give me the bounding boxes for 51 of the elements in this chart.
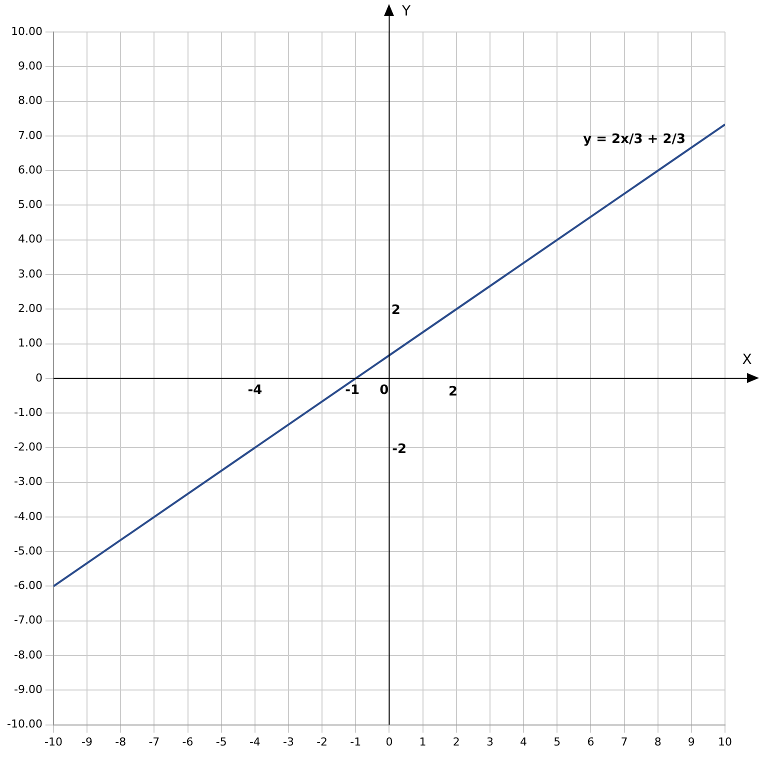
- x-tick-label: 0: [386, 735, 393, 748]
- annotation: y = 2x/3 + 2/3: [583, 132, 686, 147]
- x-tick-label: 8: [654, 735, 662, 748]
- x-tick-label: -2: [316, 735, 328, 748]
- x-axis-title: X: [742, 352, 752, 368]
- x-tick-label: -8: [115, 735, 126, 748]
- y-tick-label: -8.00: [14, 648, 42, 662]
- annotation: 2: [448, 384, 458, 400]
- annotation: 0: [380, 382, 389, 398]
- y-tick-label: 7.00: [18, 128, 42, 142]
- x-tick-label: 6: [587, 735, 594, 748]
- x-tick-label: 5: [554, 735, 561, 748]
- x-tick-label: -7: [148, 735, 160, 748]
- y-tick-label: 3.00: [18, 267, 42, 280]
- x-tick-label: 2: [452, 735, 460, 748]
- annotation: -2: [392, 442, 407, 457]
- x-tick-label: 3: [486, 735, 494, 748]
- y-tick-label: -2.00: [14, 440, 42, 454]
- y-tick-label: 9.00: [18, 60, 42, 72]
- y-tick-label: 1.00: [18, 336, 42, 350]
- x-tick-label: 9: [688, 735, 695, 748]
- y-tick-label: 5.00: [18, 198, 42, 212]
- y-tick-label: -10.00: [6, 718, 42, 731]
- x-tick-label: 4: [520, 735, 528, 748]
- x-tick-label: -1: [350, 735, 362, 748]
- y-tick-label: 4.00: [18, 232, 42, 246]
- x-tick-label: -4: [249, 735, 260, 748]
- y-tick-label: -4.00: [14, 510, 42, 523]
- y-tick-label: -7.00: [14, 614, 42, 627]
- y-tick-label: 2.00: [18, 302, 42, 315]
- annotation: -1: [345, 382, 360, 398]
- y-axis-title: Y: [400, 4, 411, 20]
- x-tick-label: 10: [718, 735, 732, 748]
- x-tick-label: -10: [44, 735, 62, 748]
- annotation: -4: [248, 382, 262, 398]
- y-tick-label: 8.00: [18, 94, 42, 108]
- x-tick-label: -9: [82, 735, 93, 748]
- annotation: 2: [391, 303, 400, 318]
- y-tick-label: 0: [35, 371, 42, 384]
- x-tick-label: 7: [620, 735, 628, 748]
- y-tick-label: 6.00: [18, 163, 42, 176]
- y-tick-label: -6.00: [14, 579, 42, 592]
- x-tick-label: -3: [283, 735, 294, 748]
- y-tick-label: -9.00: [14, 683, 42, 696]
- y-tick-label: 10.00: [10, 24, 42, 38]
- y-tick-label: -1.00: [14, 406, 42, 419]
- x-tick-label: -6: [182, 735, 194, 748]
- x-tick-label: 1: [419, 735, 426, 748]
- y-tick-label: -3.00: [14, 475, 42, 488]
- y-tick-label: -5.00: [14, 544, 42, 558]
- x-tick-label: -5: [216, 735, 227, 748]
